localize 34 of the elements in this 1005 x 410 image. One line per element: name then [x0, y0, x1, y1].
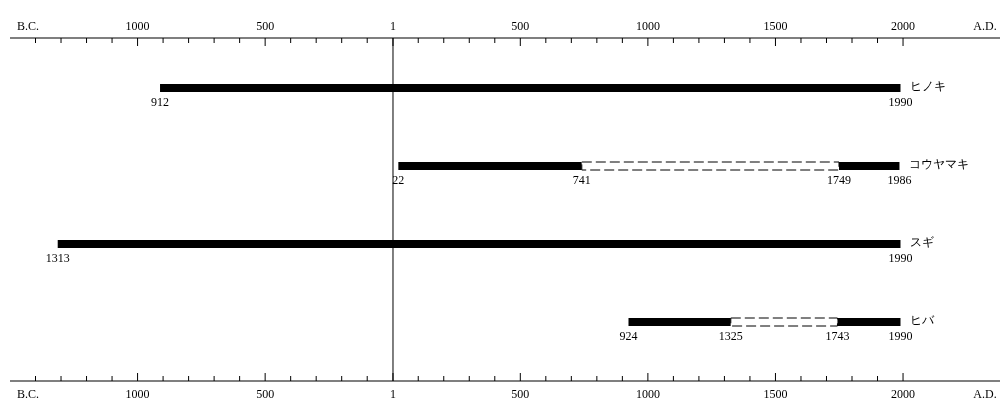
annotation: 741 — [572, 173, 591, 187]
tick-label: 500 — [256, 387, 275, 401]
tick-label: 1000 — [125, 387, 150, 401]
annotation: 1749 — [827, 173, 851, 187]
annotation: 1986 — [887, 173, 912, 187]
annotation: B.C. — [17, 19, 39, 33]
annotation: 1990 — [888, 329, 913, 343]
tick-label: 2000 — [891, 387, 916, 401]
tick-label: 500 — [511, 19, 530, 33]
annotation: B.C. — [17, 387, 39, 401]
tick-label: 1000 — [635, 387, 660, 401]
annotation: 912 — [151, 95, 170, 109]
tick-label: 1 — [390, 19, 396, 33]
tick-label: 1000 — [125, 19, 150, 33]
annotation: 22 — [392, 173, 405, 187]
tick-label: 1 — [390, 387, 396, 401]
annotation: A.D. — [973, 19, 997, 33]
annotation: 1313 — [45, 251, 70, 265]
tick-label: 1500 — [763, 19, 788, 33]
category-label: スギ — [910, 235, 935, 249]
annotation: 1743 — [825, 329, 850, 343]
annotation: 924 — [619, 329, 638, 343]
category-label: コウヤマキ — [909, 157, 970, 171]
annotation: A.D. — [973, 387, 997, 401]
category-label: ヒバ — [910, 313, 935, 327]
category-label: ヒノキ — [910, 79, 947, 93]
annotation: 1325 — [718, 329, 743, 343]
tick-label: 1000 — [635, 19, 660, 33]
annotation: 1990 — [888, 95, 913, 109]
tick-label: 500 — [256, 19, 275, 33]
tick-label: 2000 — [891, 19, 916, 33]
tick-label: 500 — [511, 387, 530, 401]
tick-label: 1500 — [763, 387, 788, 401]
annotation: 1990 — [888, 251, 913, 265]
